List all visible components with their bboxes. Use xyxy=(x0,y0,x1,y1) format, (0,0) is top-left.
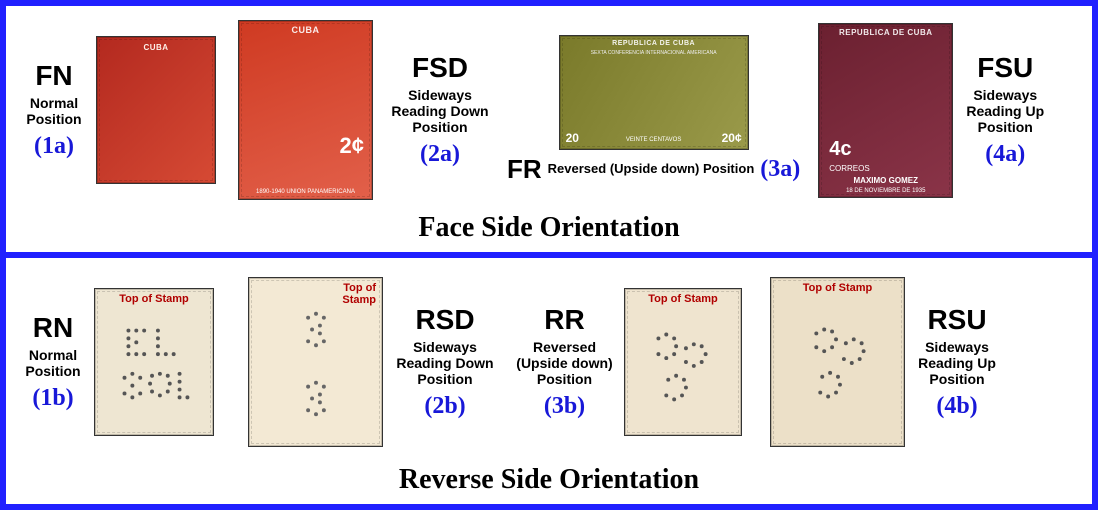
ref-3a: (3a) xyxy=(760,156,800,183)
face-heading: Face Side Orientation xyxy=(6,208,1092,252)
code-fr: FR xyxy=(507,154,542,185)
code-rsu: RSU xyxy=(927,304,986,336)
stamp-3a-denR: 20¢ xyxy=(722,131,742,145)
stamp-4a-date: 18 DE NOVIEMBRE DE 1935 xyxy=(819,188,952,194)
ref-1a: (1a) xyxy=(34,133,74,160)
code-rsd: RSD xyxy=(415,304,474,336)
desc-rsd: Sideways Reading Down Position xyxy=(396,339,493,387)
stamp-2a-country: CUBA xyxy=(239,25,372,35)
face-side-row: FN Normal Position (1a) CUBA CUBA 2¢ 189… xyxy=(6,6,1092,258)
stamp-3a-country: REPUBLICA DE CUBA xyxy=(560,40,748,47)
code-fsu: FSU xyxy=(977,52,1033,84)
code-fn: FN xyxy=(35,60,72,92)
code-rn: RN xyxy=(33,312,73,344)
reverse-heading: Reverse Side Orientation xyxy=(6,460,1092,504)
stamp-2a-denom: 2¢ xyxy=(340,133,364,159)
perfin-4b xyxy=(771,278,904,446)
desc-rsu: Sideways Reading Up Position xyxy=(918,339,996,387)
stamp-3a-denL: 20 xyxy=(566,131,579,145)
label-fn: FN Normal Position (1a) xyxy=(14,60,94,160)
desc-fn: Normal Position xyxy=(26,95,81,127)
face-cells: FN Normal Position (1a) CUBA CUBA 2¢ 189… xyxy=(6,6,1092,208)
stamp-2b: Top of Stamp xyxy=(248,277,383,447)
label-fsu: FSU Sideways Reading Up Position (4a) xyxy=(955,52,1055,168)
stamp-3a-denW: VEINTE CENTAVOS xyxy=(560,137,748,143)
reverse-side-row: RN Normal Position (1b) Top of Stamp xyxy=(6,258,1092,504)
reverse-cells: RN Normal Position (1b) Top of Stamp xyxy=(6,258,1092,460)
label-rsu: RSU Sideways Reading Up Position (4b) xyxy=(907,304,1007,420)
label-rsd: RSD Sideways Reading Down Position (2b) xyxy=(385,304,505,420)
ref-1b: (1b) xyxy=(32,385,73,412)
orientation-diagram: FN Normal Position (1a) CUBA CUBA 2¢ 189… xyxy=(0,0,1098,510)
code-rr: RR xyxy=(544,304,584,336)
top-label-2b: Top of Stamp xyxy=(342,282,376,306)
desc-fr: Reversed (Upside down) Position xyxy=(548,162,755,176)
ref-2b: (2b) xyxy=(424,393,465,420)
desc-rr: Reversed (Upside down) Position xyxy=(516,339,612,387)
stamp-1b: Top of Stamp xyxy=(94,288,214,436)
stamp-2a-caption: 1890-1940 UNION PANAMERICANA xyxy=(239,189,372,195)
top-label-4b: Top of Stamp xyxy=(771,282,904,294)
stamp-4a-correos: CORREOS xyxy=(829,164,869,173)
top-label-3b: Top of Stamp xyxy=(625,293,741,305)
perfin-3b xyxy=(625,289,741,435)
group-3a: REPUBLICA DE CUBA SEXTA CONFERENCIA INTE… xyxy=(507,35,800,185)
label-fr: FR Reversed (Upside down) Position (3a) xyxy=(507,154,800,185)
stamp-1a-country: CUBA xyxy=(97,43,215,52)
top-label-1b: Top of Stamp xyxy=(95,293,213,305)
stamp-4a-country: REPUBLICA DE CUBA xyxy=(819,28,952,37)
ref-4a: (4a) xyxy=(985,141,1025,168)
desc-fsu: Sideways Reading Up Position xyxy=(966,87,1044,135)
perfin-2b xyxy=(249,278,382,446)
desc-rn: Normal Position xyxy=(25,347,80,379)
stamp-4a-monument: MAXIMO GOMEZ xyxy=(819,176,952,185)
stamp-1a: CUBA xyxy=(96,36,216,184)
stamp-3a-sub: SEXTA CONFERENCIA INTERNACIONAL AMERICAN… xyxy=(560,50,748,56)
code-fsd: FSD xyxy=(412,52,468,84)
ref-4b: (4b) xyxy=(936,393,977,420)
perfin-1b xyxy=(95,289,213,435)
stamp-4a-denom: 4c xyxy=(829,138,851,161)
stamp-3b: Top of Stamp xyxy=(624,288,742,436)
stamp-3a: REPUBLICA DE CUBA SEXTA CONFERENCIA INTE… xyxy=(559,35,749,150)
stamp-2a: CUBA 2¢ 1890-1940 UNION PANAMERICANA xyxy=(238,20,373,200)
desc-fsd: Sideways Reading Down Position xyxy=(391,87,488,135)
ref-2a: (2a) xyxy=(420,141,460,168)
stamp-4a: REPUBLICA DE CUBA 4c CORREOS MAXIMO GOME… xyxy=(818,23,953,198)
stamp-4b: Top of Stamp xyxy=(770,277,905,447)
label-rn: RN Normal Position (1b) xyxy=(14,312,92,412)
label-rr: RR Reversed (Upside down) Position (3b) xyxy=(507,304,622,420)
label-fsd: FSD Sideways Reading Down Position (2a) xyxy=(375,52,505,168)
ref-3b: (3b) xyxy=(544,393,585,420)
